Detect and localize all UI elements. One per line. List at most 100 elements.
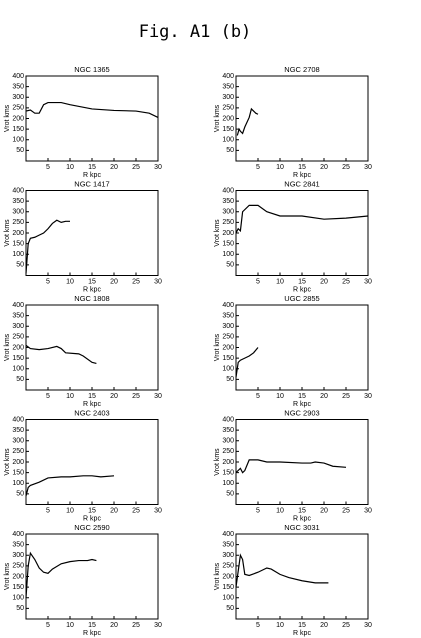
x-axis-label: R kpc — [293, 401, 311, 408]
x-axis-label: R kpc — [83, 172, 101, 179]
plot-frame — [235, 419, 369, 505]
y-tick-label: 150 — [12, 126, 24, 133]
y-tick-label: 150 — [222, 126, 234, 133]
y-tick-label: 400 — [222, 187, 234, 194]
panel-title: NGC 2403 — [74, 408, 109, 417]
y-tick-label: 150 — [12, 469, 24, 476]
y-tick-label: 100 — [222, 137, 234, 144]
y-tick-label: 350 — [12, 541, 24, 548]
y-tick-label: 50 — [226, 605, 234, 612]
y-tick-label: 50 — [226, 147, 234, 154]
x-tick-label: 15 — [88, 164, 96, 171]
x-tick-label: 10 — [276, 164, 284, 171]
x-tick-label: 10 — [66, 393, 74, 400]
x-tick-label: 15 — [298, 393, 306, 400]
x-tick-label: 30 — [364, 507, 372, 514]
x-tick-label: 30 — [154, 278, 162, 285]
rotation-curve — [25, 219, 70, 274]
x-tick-label: 30 — [154, 507, 162, 514]
x-tick-label: 5 — [256, 622, 260, 629]
y-tick-label: 400 — [222, 531, 234, 538]
y-tick-label: 350 — [12, 83, 24, 90]
x-tick-label: 25 — [342, 164, 350, 171]
panel-title: NGC 2708 — [284, 65, 319, 74]
x-tick-label: 25 — [342, 507, 350, 514]
y-tick-label: 100 — [222, 480, 234, 487]
y-tick-label: 100 — [222, 595, 234, 602]
x-tick-label: 30 — [364, 622, 372, 629]
y-tick-label: 350 — [12, 427, 24, 434]
y-tick-label: 300 — [222, 94, 234, 101]
x-tick-label: 20 — [320, 393, 328, 400]
y-tick-label: 100 — [222, 366, 234, 373]
y-tick-label: 350 — [222, 198, 234, 205]
y-axis-label: Vrot kms — [214, 219, 221, 247]
y-tick-label: 300 — [222, 552, 234, 559]
y-tick-label: 250 — [222, 448, 234, 455]
rotation-curve — [25, 344, 97, 365]
y-tick-label: 250 — [12, 334, 24, 341]
x-tick-label: 25 — [342, 622, 350, 629]
x-tick-label: 10 — [276, 622, 284, 629]
x-axis-label: R kpc — [293, 172, 311, 179]
rotation-curve — [25, 475, 115, 497]
x-tick-label: 30 — [364, 393, 372, 400]
y-tick-label: 250 — [222, 105, 234, 112]
x-tick-label: 5 — [256, 507, 260, 514]
y-tick-label: 400 — [222, 416, 234, 423]
x-tick-label: 10 — [276, 507, 284, 514]
x-tick-label: 25 — [132, 622, 140, 629]
plot-frame — [235, 533, 369, 620]
y-tick-label: 250 — [12, 105, 24, 112]
x-tick-label: 25 — [132, 278, 140, 285]
y-tick-label: 200 — [222, 344, 234, 351]
y-tick-label: 250 — [12, 563, 24, 570]
x-tick-label: 5 — [46, 393, 50, 400]
y-tick-label: 200 — [12, 344, 24, 351]
y-tick-label: 100 — [12, 251, 24, 258]
panel-title: NGC 3031 — [284, 523, 319, 532]
x-tick-label: 5 — [256, 393, 260, 400]
x-tick-label: 10 — [66, 278, 74, 285]
y-tick-label: 100 — [222, 251, 234, 258]
y-tick-label: 250 — [222, 334, 234, 341]
rotation-curve — [236, 107, 259, 136]
rotation-curve — [235, 459, 347, 474]
x-tick-label: 15 — [88, 622, 96, 629]
y-tick-label: 400 — [12, 531, 24, 538]
x-tick-label: 20 — [110, 164, 118, 171]
x-tick-label: 25 — [342, 393, 350, 400]
y-tick-label: 150 — [222, 584, 234, 591]
y-tick-label: 100 — [12, 480, 24, 487]
y-tick-label: 150 — [12, 240, 24, 247]
y-axis-label: Vrot kms — [4, 104, 11, 132]
x-tick-label: 10 — [276, 393, 284, 400]
y-tick-label: 350 — [222, 541, 234, 548]
y-tick-label: 200 — [12, 115, 24, 122]
y-tick-label: 300 — [222, 438, 234, 445]
y-tick-label: 150 — [222, 469, 234, 476]
y-tick-label: 50 — [226, 262, 234, 269]
rotation-curve — [25, 551, 97, 598]
y-axis-label: Vrot kms — [214, 562, 221, 590]
x-tick-label: 25 — [342, 278, 350, 285]
x-tick-label: 20 — [320, 507, 328, 514]
y-tick-label: 150 — [12, 584, 24, 591]
plot-frame — [25, 533, 159, 620]
x-tick-label: 30 — [154, 622, 162, 629]
x-tick-label: 25 — [132, 393, 140, 400]
y-tick-label: 350 — [12, 198, 24, 205]
y-tick-label: 400 — [12, 73, 24, 80]
rotation-curve — [235, 347, 259, 378]
x-tick-label: 5 — [256, 164, 260, 171]
y-tick-label: 200 — [222, 459, 234, 466]
y-tick-label: 100 — [12, 595, 24, 602]
y-tick-label: 300 — [12, 438, 24, 445]
x-axis-label: R kpc — [83, 515, 101, 522]
y-tick-label: 300 — [12, 552, 24, 559]
y-tick-label: 150 — [222, 240, 234, 247]
x-tick-label: 5 — [46, 164, 50, 171]
y-tick-label: 250 — [222, 563, 234, 570]
plot-frame — [235, 75, 369, 162]
